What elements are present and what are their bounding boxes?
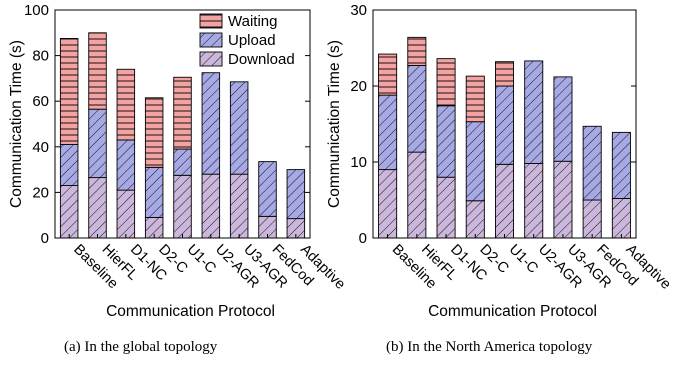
bar-download-u2-agr-hatch xyxy=(201,173,221,239)
legend-label-upload: Upload xyxy=(228,32,276,49)
bar-waiting-d1-nc-hatch xyxy=(116,68,136,141)
y-tick-label: 30 xyxy=(350,2,367,19)
y-tick-label: 0 xyxy=(41,230,49,247)
legend-label-download: Download xyxy=(228,51,295,68)
caption-a: (a) In the global topology xyxy=(64,339,218,355)
chart-north-america: 0102030BaselineHierFLD1-NCD2-CU1-CU2-AGR… xyxy=(326,2,674,320)
bar-download-hierfl-hatch xyxy=(407,151,427,239)
y-tick-label: 0 xyxy=(359,230,367,247)
bar-upload-u1-c-hatch xyxy=(173,148,192,176)
bar-download-u2-agr-hatch xyxy=(524,163,544,239)
bar-upload-fedcod-hatch xyxy=(582,125,602,201)
legend-swatch-hatch xyxy=(199,13,223,29)
bar-upload-adaptive-hatch xyxy=(286,169,306,220)
bar-upload-u3-agr-hatch xyxy=(553,76,573,162)
x-axis-label: Communication Protocol xyxy=(106,303,275,320)
bar-waiting-u1-c-hatch xyxy=(494,61,515,87)
y-axis-label: Communication Time (s) xyxy=(326,40,343,208)
bar-download-baseline-hatch xyxy=(59,185,79,239)
bar-download-baseline-hatch xyxy=(378,169,398,239)
bar-upload-d1-nc-hatch xyxy=(436,105,456,178)
bar-upload-u2-agr-hatch xyxy=(524,60,544,164)
bar-download-d1-nc-hatch xyxy=(116,189,136,239)
bar-waiting-d1-nc-hatch xyxy=(436,58,456,107)
bar-upload-d2-c-hatch xyxy=(465,121,485,202)
bar-upload-u3-agr-hatch xyxy=(229,81,249,175)
y-axis-label: Communication Time (s) xyxy=(8,40,25,208)
bar-upload-d1-nc-hatch xyxy=(116,139,136,191)
bar-upload-hierfl-hatch xyxy=(88,108,107,179)
y-tick-label: 20 xyxy=(32,184,49,201)
bar-download-hierfl-hatch xyxy=(88,177,107,239)
bar-upload-adaptive-hatch xyxy=(611,131,631,199)
bar-upload-baseline-hatch xyxy=(378,94,398,171)
bar-waiting-hierfl-hatch xyxy=(88,32,107,110)
x-tick-label-u1-c: U1-C xyxy=(184,242,219,277)
x-axis-label: Communication Protocol xyxy=(428,303,597,320)
y-tick-label: 100 xyxy=(24,2,49,19)
y-tick-label: 10 xyxy=(350,154,367,171)
bar-download-d2-c-hatch xyxy=(465,200,485,239)
bar-download-fedcod-hatch xyxy=(582,199,602,239)
legend-swatch-hatch xyxy=(199,32,223,48)
bar-download-u3-agr-hatch xyxy=(229,173,249,239)
legend-swatch-hatch xyxy=(199,51,223,67)
y-tick-label: 20 xyxy=(350,78,367,95)
bar-waiting-d2-c-hatch xyxy=(465,75,485,123)
bar-upload-u2-agr-hatch xyxy=(201,72,221,175)
bar-download-d1-nc-hatch xyxy=(436,176,456,239)
bar-upload-baseline-hatch xyxy=(59,144,79,187)
bar-waiting-baseline-hatch xyxy=(59,38,79,145)
chart-global: 020406080100BaselineHierFLD1-NCD2-CU1-CU… xyxy=(8,2,348,320)
bar-download-adaptive-hatch xyxy=(611,198,631,239)
bar-waiting-u1-c-hatch xyxy=(173,76,192,150)
x-tick-label-u1-c: U1-C xyxy=(506,242,541,277)
bar-download-u1-c-hatch xyxy=(494,163,515,239)
y-tick-label: 40 xyxy=(32,139,49,156)
bar-upload-hierfl-hatch xyxy=(407,65,427,153)
caption-b: (b) In the North America topology xyxy=(386,339,593,355)
bar-upload-u1-c-hatch xyxy=(494,85,515,165)
bar-download-u3-agr-hatch xyxy=(553,160,573,239)
legend: Waiting Upload Download xyxy=(199,13,295,68)
bar-waiting-hierfl-hatch xyxy=(407,36,427,66)
legend-label-waiting: Waiting xyxy=(228,13,277,30)
bar-waiting-baseline-hatch xyxy=(378,53,398,96)
bar-upload-d2-c-hatch xyxy=(144,166,164,218)
bar-waiting-d2-c-hatch xyxy=(144,97,164,168)
bar-download-u1-c-hatch xyxy=(173,174,192,239)
y-tick-label: 80 xyxy=(32,48,49,65)
bar-upload-fedcod-hatch xyxy=(258,161,277,217)
y-tick-label: 60 xyxy=(32,93,49,110)
